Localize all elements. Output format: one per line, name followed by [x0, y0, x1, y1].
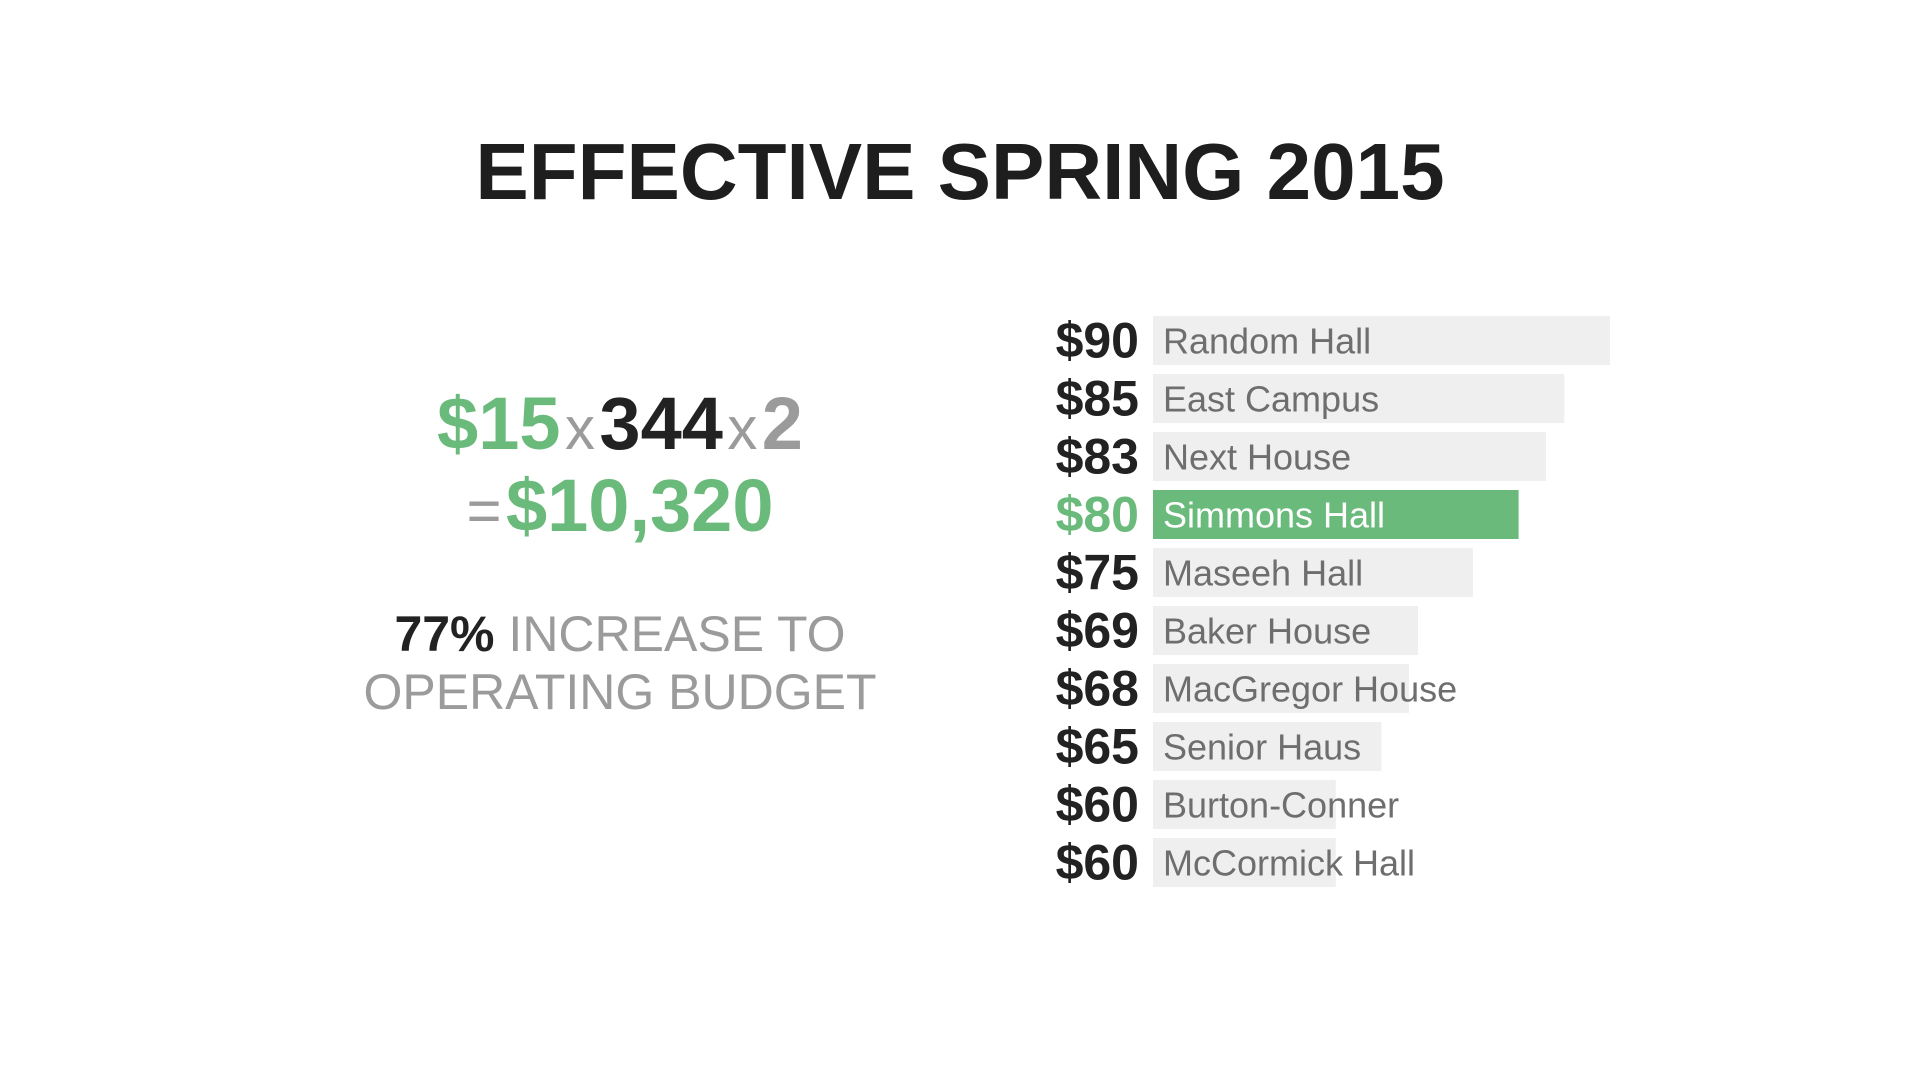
bar [1153, 664, 1409, 713]
dorm-fee-bar-chart: $90 Random Hall $85 East Campus $83 Next Hous… [1056, 313, 1610, 891]
category-label: MacGregor House [1163, 669, 1457, 710]
fee-value: $15 [437, 382, 561, 465]
category-label: Simmons Hall [1163, 495, 1385, 536]
bar [1153, 316, 1610, 365]
value-label: $83 [1056, 429, 1139, 485]
bar [1153, 374, 1565, 423]
category-label: Random Hall [1163, 321, 1371, 362]
category-label: East Campus [1163, 379, 1379, 420]
category-label: Next House [1163, 437, 1351, 478]
bar [1153, 780, 1336, 829]
value-label: $85 [1056, 371, 1139, 427]
increase-text-line-1: INCREASE TO [508, 606, 846, 662]
times-sign: x [727, 395, 758, 462]
value-label: $75 [1056, 545, 1139, 601]
bar-row: $83 Next House [1056, 429, 1546, 485]
bar-row: $60 McCormick Hall [1056, 835, 1415, 891]
value-label: $60 [1056, 835, 1139, 891]
bar [1153, 722, 1382, 771]
value-label: $90 [1056, 313, 1139, 369]
budget-increase-note: 77% INCREASE TO OPERATING BUDGET [330, 605, 910, 721]
equals-sign: = [466, 477, 502, 544]
bar-row: $60 Burton-Conner [1056, 777, 1400, 833]
increase-text-line-2: OPERATING BUDGET [363, 664, 877, 720]
category-label: Baker House [1163, 611, 1371, 652]
bar [1153, 432, 1546, 481]
category-label: McCormick Hall [1163, 843, 1415, 884]
value-label: $65 [1056, 719, 1139, 775]
total-value: $10,320 [506, 464, 774, 547]
bar [1153, 548, 1473, 597]
bar-row: $80 Simmons Hall [1056, 487, 1519, 543]
bar [1153, 490, 1519, 539]
bar-row: $68 MacGregor House [1056, 661, 1458, 717]
category-label: Maseeh Hall [1163, 553, 1363, 594]
times-sign: x [564, 395, 595, 462]
category-label: Senior Haus [1163, 727, 1361, 768]
bar-row: $75 Maseeh Hall [1056, 545, 1473, 601]
value-label: $69 [1056, 603, 1139, 659]
bar-row: $65 Senior Haus [1056, 719, 1382, 775]
formula-line-2: = $10,320 [330, 466, 910, 567]
value-label: $68 [1056, 661, 1139, 717]
page-title: EFFECTIVE SPRING 2015 [475, 127, 1445, 216]
bar-row: $69 Baker House [1056, 603, 1419, 659]
category-label: Burton-Conner [1163, 785, 1399, 826]
student-count: 344 [599, 382, 723, 465]
formula-line-1: $15 x 344 x 2 [330, 384, 910, 485]
increase-percent: 77% [394, 606, 495, 662]
bar-row: $90 Random Hall [1056, 313, 1610, 369]
bar [1153, 606, 1419, 655]
value-label: $80 [1056, 487, 1139, 543]
value-label: $60 [1056, 777, 1139, 833]
multiplier-value: 2 [761, 382, 803, 465]
bar [1153, 838, 1336, 887]
bar-row: $85 East Campus [1056, 371, 1565, 427]
